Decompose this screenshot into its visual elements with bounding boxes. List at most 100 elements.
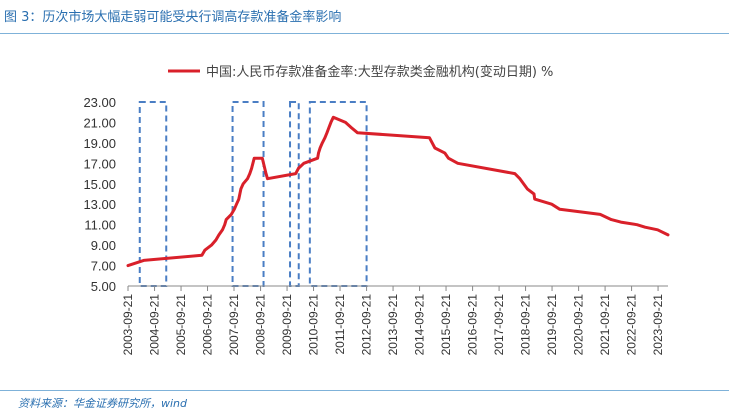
- x-tick-label: 2011-09-21: [333, 294, 347, 355]
- y-tick-label: 19.00: [83, 136, 116, 151]
- data-point: [223, 223, 226, 226]
- data-point: [253, 157, 256, 160]
- data-point: [237, 197, 240, 201]
- data-point: [610, 218, 613, 221]
- x-tick-label: 2012-09-21: [360, 294, 374, 356]
- data-point: [513, 172, 516, 175]
- data-point: [656, 228, 659, 231]
- x-tick-label: 2008-09-21: [254, 294, 268, 356]
- data-point: [635, 223, 639, 226]
- data-point: [526, 187, 529, 191]
- data-point: [200, 254, 204, 257]
- x-tick-label: 2022-09-21: [625, 294, 639, 356]
- data-point: [327, 126, 331, 129]
- data-point: [550, 203, 553, 206]
- data-point: [329, 121, 333, 124]
- data-point: [356, 131, 359, 134]
- y-tick-label: 23.00: [83, 95, 116, 110]
- data-point: [214, 238, 218, 242]
- legend-label: 中国:人民币存款准备金率:大型存款类金融机构(变动日期) %: [206, 64, 553, 80]
- x-tick-label: 2005-09-21: [174, 294, 188, 356]
- y-tick-label: 21.00: [83, 115, 116, 130]
- data-point: [264, 172, 268, 175]
- x-tick-label: 2003-09-21: [121, 294, 135, 356]
- x-tick-label: 2007-09-21: [227, 294, 241, 356]
- data-point: [317, 151, 320, 155]
- x-tick-label: 2017-09-21: [492, 294, 506, 356]
- y-tick-label: 13.00: [83, 197, 116, 212]
- data-point: [456, 162, 459, 165]
- data-point: [532, 192, 536, 196]
- data-point: [599, 213, 602, 216]
- data-point: [321, 141, 324, 145]
- data-point: [318, 146, 322, 150]
- x-tick-label: 2010-09-21: [307, 294, 321, 356]
- data-point: [266, 177, 269, 180]
- data-point: [203, 249, 206, 252]
- x-tick-label: 2015-09-21: [439, 294, 453, 356]
- data-point: [443, 151, 447, 155]
- data-point: [248, 172, 251, 175]
- data-point: [294, 172, 297, 175]
- data-point: [233, 208, 236, 211]
- data-point: [250, 167, 253, 170]
- footer-divider: [0, 390, 729, 391]
- x-tick-label: 2018-09-21: [519, 294, 533, 356]
- data-point: [344, 121, 347, 124]
- data-point: [221, 228, 224, 231]
- reserve-ratio-line-chart: 中国:人民币存款准备金率:大型存款类金融机构(变动日期) % 23.00 21.0…: [83, 64, 670, 356]
- data-point: [643, 226, 647, 229]
- data-point: [323, 136, 327, 139]
- data-point: [447, 157, 450, 160]
- data-point: [246, 177, 249, 180]
- data-point: [428, 136, 431, 139]
- x-tick-label: 2013-09-21: [386, 294, 400, 356]
- x-tick-label: 2009-09-21: [280, 294, 294, 356]
- title-divider: [0, 33, 729, 34]
- data-point: [239, 187, 243, 191]
- data-point: [242, 182, 245, 185]
- data-point: [126, 264, 130, 267]
- y-tick-label: 9.00: [91, 238, 116, 253]
- data-point: [142, 259, 145, 262]
- y-axis: 23.00 21.00 19.00 17.00 15.00 13.00 11.00 9.00 7…: [83, 95, 116, 294]
- source-note: 资料来源：华金证券研究所，wind: [18, 397, 188, 410]
- y-tick-label: 15.00: [83, 177, 116, 192]
- highlight-box: [231, 101, 265, 287]
- data-point: [225, 218, 228, 221]
- x-tick-label: 2021-09-21: [598, 294, 612, 356]
- data-point: [297, 167, 300, 170]
- x-axis: 2003-09-21 2004-09-21 2005-09-21 2006-09-21…: [121, 285, 668, 356]
- x-tick-label: 2020-09-21: [572, 294, 586, 356]
- data-point: [332, 116, 335, 119]
- y-tick-label: 17.00: [83, 156, 116, 171]
- data-point: [325, 131, 329, 134]
- data-point: [619, 220, 622, 224]
- highlight-box: [289, 101, 300, 287]
- y-tick-label: 5.00: [91, 279, 116, 294]
- x-tick-label: 2019-09-21: [545, 294, 559, 356]
- x-tick-label: 2014-09-21: [413, 294, 427, 356]
- x-tick-label: 2023-09-21: [651, 294, 665, 356]
- x-tick-label: 2006-09-21: [201, 294, 215, 356]
- data-point: [210, 243, 213, 247]
- data-point: [230, 213, 233, 216]
- data-point: [433, 146, 437, 150]
- plot-area: [126, 115, 670, 268]
- data-point: [518, 177, 522, 180]
- highlight-box: [308, 101, 368, 287]
- data-point: [217, 233, 221, 237]
- data-point: [350, 126, 353, 129]
- data-point: [533, 197, 536, 201]
- x-tick-label: 2004-09-21: [148, 294, 162, 356]
- figure-title: 图 3：历次市场大幅走弱可能受央行调高存款准备金率影响: [4, 10, 342, 25]
- data-point: [316, 157, 319, 160]
- data-point: [558, 208, 561, 211]
- y-tick-label: 7.00: [91, 259, 116, 274]
- series-line: [126, 115, 670, 268]
- chart-legend: 中国:人民币存款准备金率:大型存款类金融机构(变动日期) %: [168, 64, 553, 80]
- x-tick-label: 2016-09-21: [466, 294, 480, 356]
- data-point: [235, 203, 238, 206]
- data-point: [261, 157, 264, 160]
- data-point: [666, 233, 670, 237]
